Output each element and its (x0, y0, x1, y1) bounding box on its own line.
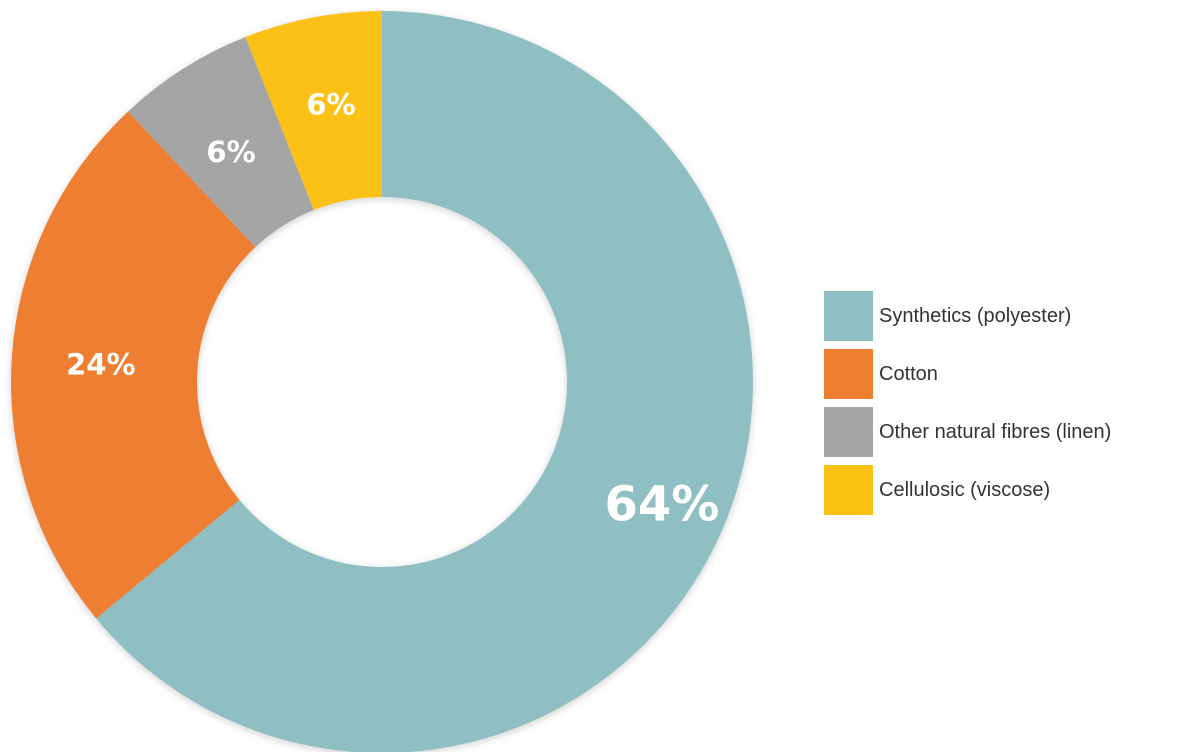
legend-item-cellulosic: Cellulosic (viscose) (824, 465, 1111, 515)
slice-label-group: 64% 24% 6% 6% (66, 87, 719, 532)
legend-item-synthetics: Synthetics (polyester) (824, 291, 1111, 341)
slice-label-synthetics: 64% (605, 476, 720, 532)
slice-other-natural-fibres (128, 37, 314, 248)
slice-cotton (11, 111, 256, 619)
legend-label: Synthetics (polyester) (879, 304, 1072, 327)
legend-swatch (824, 291, 873, 341)
legend-item-cotton: Cotton (824, 349, 1111, 399)
legend-item-other-natural-fibres: Other natural fibres (linen) (824, 407, 1111, 457)
slice-group (11, 11, 753, 752)
legend-label: Cellulosic (viscose) (879, 478, 1051, 501)
legend: Synthetics (polyester) Cotton Other natu… (824, 291, 1111, 523)
legend-swatch (824, 465, 873, 515)
legend-swatch (824, 407, 873, 457)
legend-label: Other natural fibres (linen) (879, 420, 1112, 443)
slice-label-cellulosic: 6% (306, 87, 355, 121)
legend-label: Cotton (879, 362, 938, 385)
slice-label-cotton: 24% (66, 347, 135, 381)
slice-cellulosic (245, 11, 382, 210)
legend-swatch (824, 349, 873, 399)
slice-synthetics (96, 11, 753, 752)
slice-label-other-natural-fibres: 6% (206, 135, 255, 169)
